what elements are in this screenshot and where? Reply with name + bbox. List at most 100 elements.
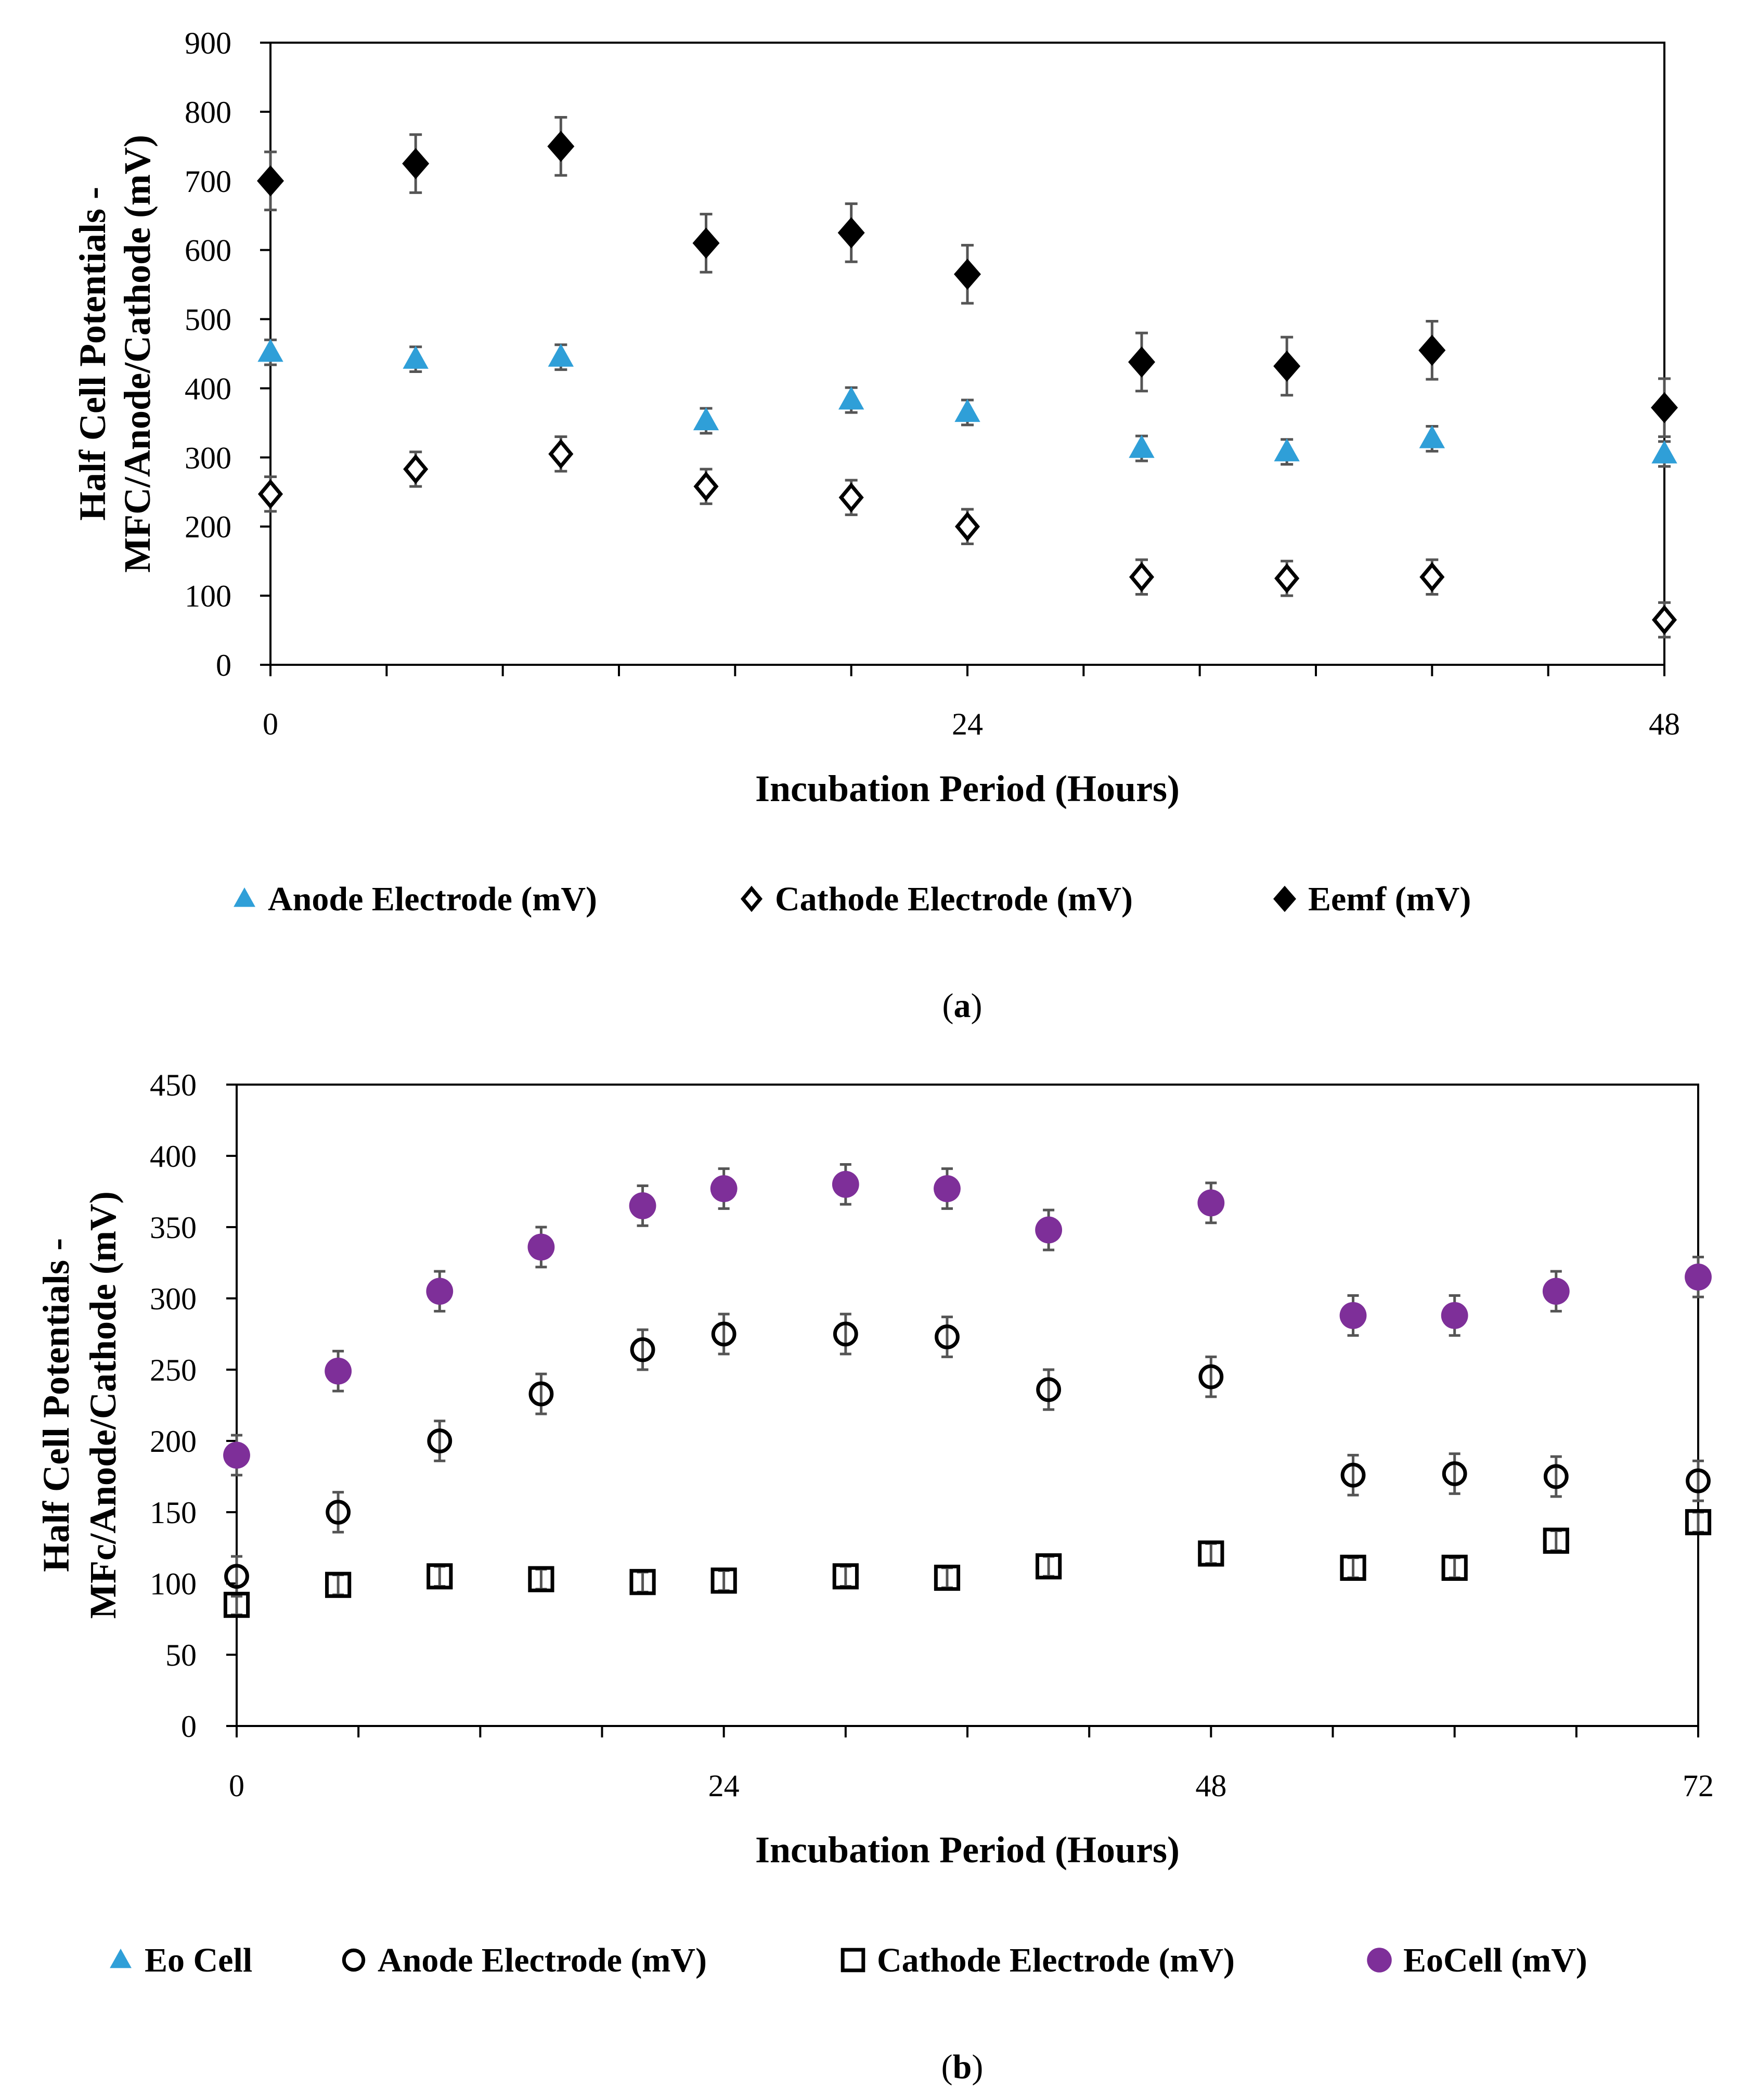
data-point [325,1357,352,1385]
data-point [832,1563,859,1590]
data-point [427,1428,453,1453]
x-tick-label: 48 [1195,1769,1226,1803]
legend: Anode Electrode (mV) Cathode Electrode (m… [234,880,1471,918]
data-point [710,1567,737,1594]
legend-label: Cathode Electrode (mV) [775,880,1133,918]
data-point [711,1321,736,1347]
data-point [1198,1540,1224,1567]
data-point [224,1564,249,1589]
data-point [954,398,980,422]
data-point [954,511,980,542]
data-point [257,479,283,509]
plot-frame [269,42,1665,666]
data-point [710,1175,738,1202]
data-point [1651,392,1678,423]
data-point [1273,351,1301,382]
data-point [833,1321,858,1347]
y-tick-label: 900 [185,26,231,60]
x-tick-label: 72 [1683,1769,1714,1803]
data-point [223,1441,250,1469]
y-tick-label: 700 [185,164,231,199]
data-point [426,1278,454,1305]
legend-label: Cathode Electrode (mV) [877,1941,1235,1979]
y-tick-label: 150 [150,1496,197,1530]
data-point [1651,440,1677,463]
legend-label: EoCell (mV) [1403,1941,1587,1979]
data-point [1198,1364,1224,1389]
y-tick-label: 200 [185,510,231,544]
data-point [1685,1263,1712,1291]
data-point [326,1500,351,1525]
data-point [223,1592,250,1618]
data-point [548,343,574,367]
data-point [257,339,283,362]
legend-label: Anode Electrode (mV) [268,880,597,918]
legend-marker [841,1948,865,1973]
series-2 [257,116,1678,438]
legend-label: Eo Cell [145,1941,252,1979]
legend: Eo Cell Anode Electrode (mV) Cathode Elect… [110,1941,1587,1979]
y-tick-label: 350 [150,1210,197,1245]
x-tick-label: 0 [229,1769,244,1803]
data-point [1129,562,1155,592]
caption-letter: a [954,987,971,1025]
data-point [528,1566,554,1592]
data-point [527,1233,555,1261]
y-tick-label: 800 [185,95,231,130]
legend-label: Anode Electrode (mV) [378,1941,707,1979]
y-tick-label: 100 [150,1567,197,1601]
data-point [403,454,429,484]
y-tick-label: 600 [185,234,231,268]
y-axis-title-line1: Half Cell Potentials - [72,187,113,521]
data-point [1442,1461,1467,1486]
data-point [1274,438,1300,461]
x-axis-title: Incubation Period (Hours) [755,768,1180,809]
data-point [1340,1462,1366,1488]
data-point [1036,1377,1062,1402]
y-tick-label: 250 [150,1353,197,1387]
data-point [1036,1553,1062,1580]
data-point [837,217,865,249]
data-point [1035,1216,1063,1244]
panel-caption: (a) [942,987,983,1025]
y-axis-title-line2: MFC/Anode/Cathode (mV) [117,135,158,573]
x-axis-title: Incubation Period (Hours) [755,1829,1180,1871]
legend-marker [110,1949,132,1968]
y-tick-label: 50 [165,1638,197,1672]
data-point [1543,1464,1569,1489]
series-1 [257,435,1677,639]
legend-label: Eemf (mV) [1308,880,1471,918]
caption-letter: b [953,2048,972,2086]
series-3 [223,1163,1712,1477]
x-tick-label: 24 [708,1769,740,1803]
x-tick-label: 0 [263,707,278,741]
data-point [1274,563,1300,594]
data-point [1441,1554,1468,1581]
chart-b: 0 50 100 150 200 250 300 350 400 450 0 24 48 72 Incuba… [35,1068,1714,2086]
data-point [402,148,430,179]
data-point [528,1381,554,1407]
y-axis-title-line2: MFc/Anode/Cathode (mV) [82,1191,124,1619]
data-point [629,1569,656,1595]
data-point [1686,1468,1711,1493]
data-point [692,227,720,259]
data-point [838,482,864,513]
data-point [832,1170,859,1198]
data-point [1418,334,1446,366]
chart-a: 0 100 200 300 400 500 600 700 800 900 0 24 48 Incubat… [72,26,1680,1025]
data-point [547,131,575,162]
data-point [630,1337,655,1362]
data-point [1129,435,1155,458]
y-tick-label: 450 [150,1068,197,1102]
data-point [1128,346,1155,378]
data-point [1419,425,1445,448]
y-tick-label: 200 [150,1424,197,1459]
data-point [629,1192,656,1219]
data-point [1340,1554,1366,1581]
caption-paren: ) [971,987,983,1025]
y-tick-label: 0 [216,648,231,682]
y-axis-title-line1: Half Cell Potentials - [35,1238,77,1572]
data-point [935,1324,960,1349]
data-point [1339,1302,1367,1329]
series-1 [224,1312,1711,1598]
